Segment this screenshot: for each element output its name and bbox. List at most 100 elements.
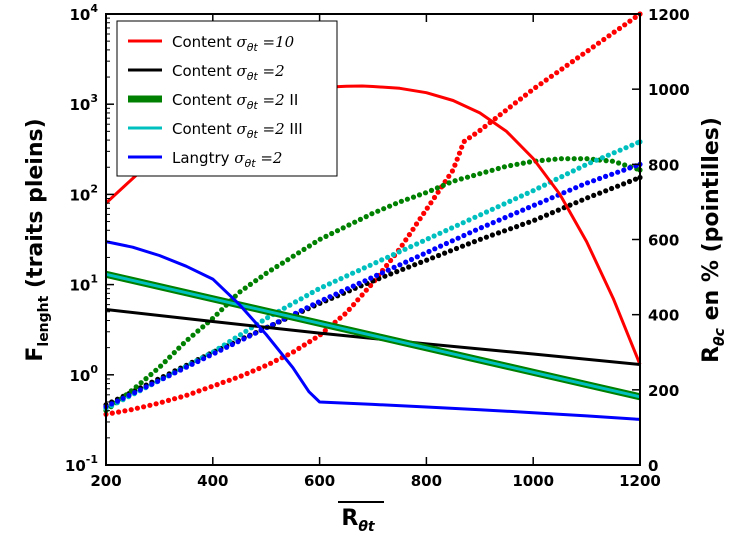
series-2-dot (464, 174, 471, 180)
series-4-dot (183, 364, 189, 370)
series-4-dot (591, 178, 597, 184)
legend-label: Content σθt =2 III (172, 120, 303, 141)
series-2-dot (526, 159, 533, 165)
series-1-dot (538, 215, 544, 221)
x-tick-label: 600 (304, 472, 335, 490)
series-2-dot (369, 211, 375, 217)
series-4-dot (627, 165, 633, 171)
series-4-dot (432, 246, 438, 252)
series-3-dot (483, 209, 490, 215)
series-2-dot (446, 180, 452, 186)
series-2-dot (176, 345, 182, 351)
series-2-dot (489, 167, 495, 173)
legend-label: Content σθt =2 II (172, 91, 298, 112)
series-2-dot (214, 311, 220, 317)
series-2-dot (440, 182, 446, 188)
series-4-dot (621, 167, 627, 173)
right-tick-label: 600 (648, 232, 679, 250)
series-2-dot (185, 336, 191, 342)
series-4-dot (374, 272, 380, 278)
series-4-dot (449, 238, 455, 244)
series-3-dot (495, 204, 501, 210)
series-2-dot (452, 178, 458, 184)
series-0-dot (482, 123, 488, 130)
series-4-dot (269, 322, 276, 328)
series-0-dot (559, 66, 565, 72)
series-0-dot (312, 335, 318, 341)
series-3-dot (287, 302, 293, 308)
left-y-axis-title-sub: lenght (36, 295, 52, 346)
series-1-dot (406, 264, 412, 270)
series-3-dot (518, 193, 525, 199)
series-3-dot (593, 157, 600, 163)
series-1-dot (549, 210, 556, 216)
series-1-dot (603, 188, 609, 194)
series-1-dot (579, 197, 585, 203)
series-0-dot (595, 40, 602, 46)
series-4-dot (597, 175, 603, 182)
series-2-dot (392, 201, 399, 207)
series-4-dot (275, 319, 281, 325)
series-4-dot (333, 291, 339, 297)
series-0-dot (268, 360, 274, 366)
right-y-axis-title-sub: θc (712, 327, 728, 346)
series-3-dot (320, 284, 327, 290)
series-3-dot (524, 190, 530, 196)
series-2-dot (268, 267, 275, 273)
series-4-dot (455, 235, 461, 241)
series-2-dot (477, 171, 483, 177)
series-3-dot (437, 230, 443, 236)
series-2-dot (571, 156, 577, 162)
series-1-dot (394, 269, 400, 275)
series-4-dot (143, 384, 149, 390)
series-1-dot (418, 259, 424, 265)
left-tick-label: 102 (69, 182, 98, 204)
series-3-dot (232, 335, 238, 341)
series-0-dot (351, 302, 357, 308)
series-2-dot (312, 239, 318, 246)
series-0-dot (632, 14, 638, 20)
series-2-dot (237, 289, 243, 295)
legend-entry: Content σθt =10 (128, 33, 295, 54)
series-0-dot (585, 48, 591, 54)
right-y-axis-title: Rθc en % (pointilles) (699, 117, 728, 363)
series-0-dot (507, 104, 513, 110)
series-1-dot (495, 230, 502, 236)
series-0-dot (214, 382, 220, 388)
series-4-dot (514, 210, 520, 216)
series-1-dot (615, 183, 621, 189)
series-3-dot (507, 198, 513, 204)
series-0-dot (220, 379, 226, 385)
series-4-dot (344, 286, 351, 292)
series-3-dot (350, 270, 356, 276)
svg-text:Rθt: Rθt (341, 506, 376, 535)
series-0-dot (522, 92, 529, 98)
series-2-dot (495, 165, 501, 172)
series-4-dot (426, 248, 432, 255)
series-1-dot (543, 212, 550, 218)
series-1-dot (489, 232, 495, 238)
series-0-dot (337, 315, 343, 321)
series-3-dot (367, 262, 373, 268)
series-0-dot (196, 388, 202, 394)
series-2-dot (410, 194, 417, 200)
series-4-dot (549, 195, 555, 201)
series-2-dot (458, 176, 464, 182)
series-4-dot (195, 358, 201, 365)
series-0-dot (580, 51, 586, 57)
series-3-dot (309, 289, 315, 296)
series-0-dot (431, 194, 438, 201)
series-0-dot (184, 392, 190, 398)
series-3-dot (237, 332, 244, 338)
series-4-dot (385, 267, 391, 273)
series-3-dot (570, 168, 576, 174)
series-3-dot (513, 196, 519, 202)
series-0-dot (153, 401, 159, 407)
series-3-dot (304, 293, 310, 299)
series-0-dot (456, 150, 463, 156)
series-2-dot (565, 156, 571, 162)
legend-label: Content σθt =10 (172, 33, 295, 54)
series-4-dot (120, 395, 126, 401)
series-4-dot (525, 205, 532, 211)
